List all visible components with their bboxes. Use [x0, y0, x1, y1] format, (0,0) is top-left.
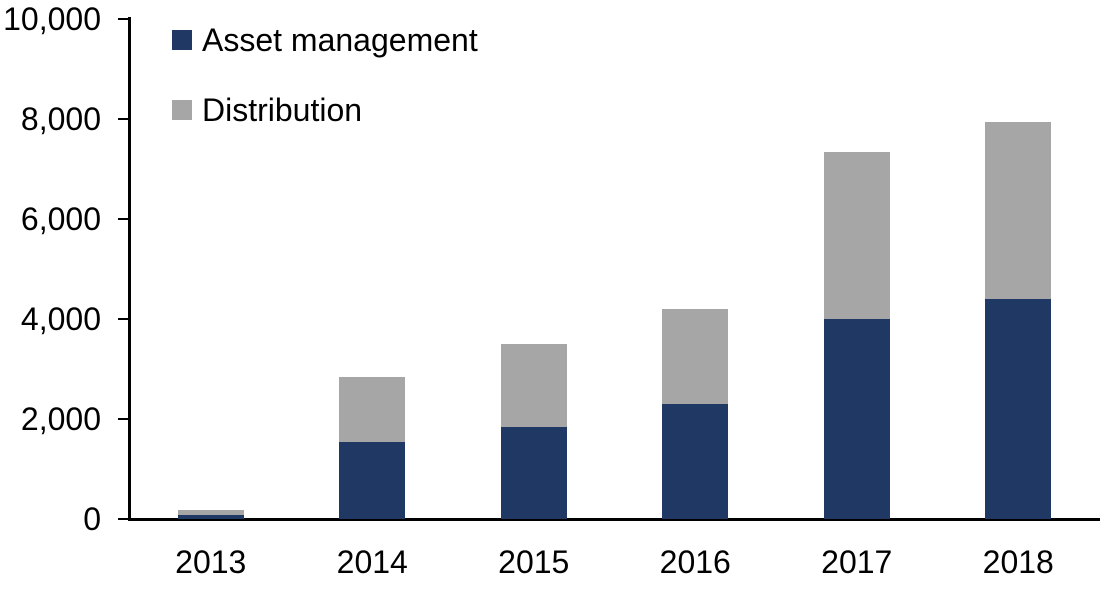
y-axis-label: 4,000	[20, 301, 101, 337]
x-axis-label-2014: 2014	[336, 544, 408, 580]
y-axis-tick	[118, 318, 128, 320]
y-axis-label: 8,000	[20, 101, 101, 137]
bar-segment-asset-management-2016	[662, 404, 729, 519]
y-axis-tick	[118, 218, 128, 220]
legend-label-asset-management: Asset management	[202, 22, 478, 58]
y-axis-label: 6,000	[20, 201, 101, 237]
y-axis-tick	[118, 118, 128, 120]
legend-swatch-asset-management	[172, 30, 192, 50]
y-axis-label: 10,000	[3, 1, 101, 37]
y-axis-label: 0	[83, 501, 101, 537]
legend-swatch-distribution	[172, 100, 192, 120]
x-axis-label-2013: 2013	[175, 544, 247, 580]
legend-label-distribution: Distribution	[202, 92, 363, 128]
y-axis-tick	[118, 518, 128, 520]
bar-segment-distribution-2013	[177, 510, 244, 515]
bar-segment-distribution-2016	[662, 309, 729, 404]
y-axis-tick	[118, 18, 128, 20]
bar-segment-asset-management-2013	[177, 515, 244, 519]
y-axis-label: 2,000	[20, 401, 101, 437]
bar-segment-asset-management-2017	[823, 319, 890, 519]
legend-item-distribution: Distribution	[172, 92, 363, 128]
y-axis-line	[128, 17, 131, 521]
legend-item-asset-management: Asset management	[172, 22, 478, 58]
bar-segment-asset-management-2015	[500, 426, 567, 519]
y-axis-tick	[118, 418, 128, 420]
x-axis-label-2016: 2016	[659, 544, 731, 580]
x-axis-label-2017: 2017	[821, 544, 893, 580]
bar-segment-asset-management-2018	[985, 299, 1052, 519]
bar-segment-distribution-2015	[500, 344, 567, 427]
bar-segment-distribution-2014	[339, 376, 406, 442]
bar-segment-distribution-2017	[823, 151, 890, 319]
bar-segment-distribution-2018	[985, 121, 1052, 299]
x-axis-line	[128, 518, 1100, 521]
bar-segment-asset-management-2014	[339, 441, 406, 519]
x-axis-label-2015: 2015	[498, 544, 570, 580]
x-axis-label-2018: 2018	[982, 544, 1054, 580]
